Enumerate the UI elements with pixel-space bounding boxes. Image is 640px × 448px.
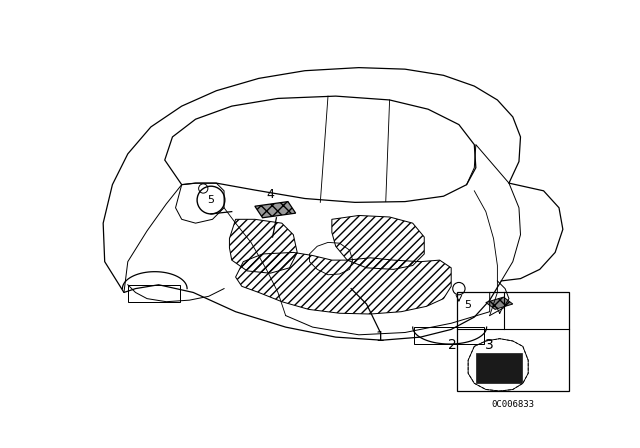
Text: 5: 5 — [464, 300, 471, 310]
Bar — [128, 285, 180, 302]
Polygon shape — [255, 202, 296, 218]
Text: 3: 3 — [485, 338, 494, 352]
Polygon shape — [476, 353, 522, 383]
Text: 4: 4 — [266, 188, 274, 201]
Text: 2: 2 — [449, 338, 457, 352]
Text: 0C006833: 0C006833 — [492, 400, 534, 409]
Text: 5: 5 — [207, 195, 214, 205]
Polygon shape — [486, 297, 513, 310]
Bar — [414, 327, 484, 344]
Text: 1: 1 — [376, 330, 385, 344]
Bar — [458, 293, 569, 391]
